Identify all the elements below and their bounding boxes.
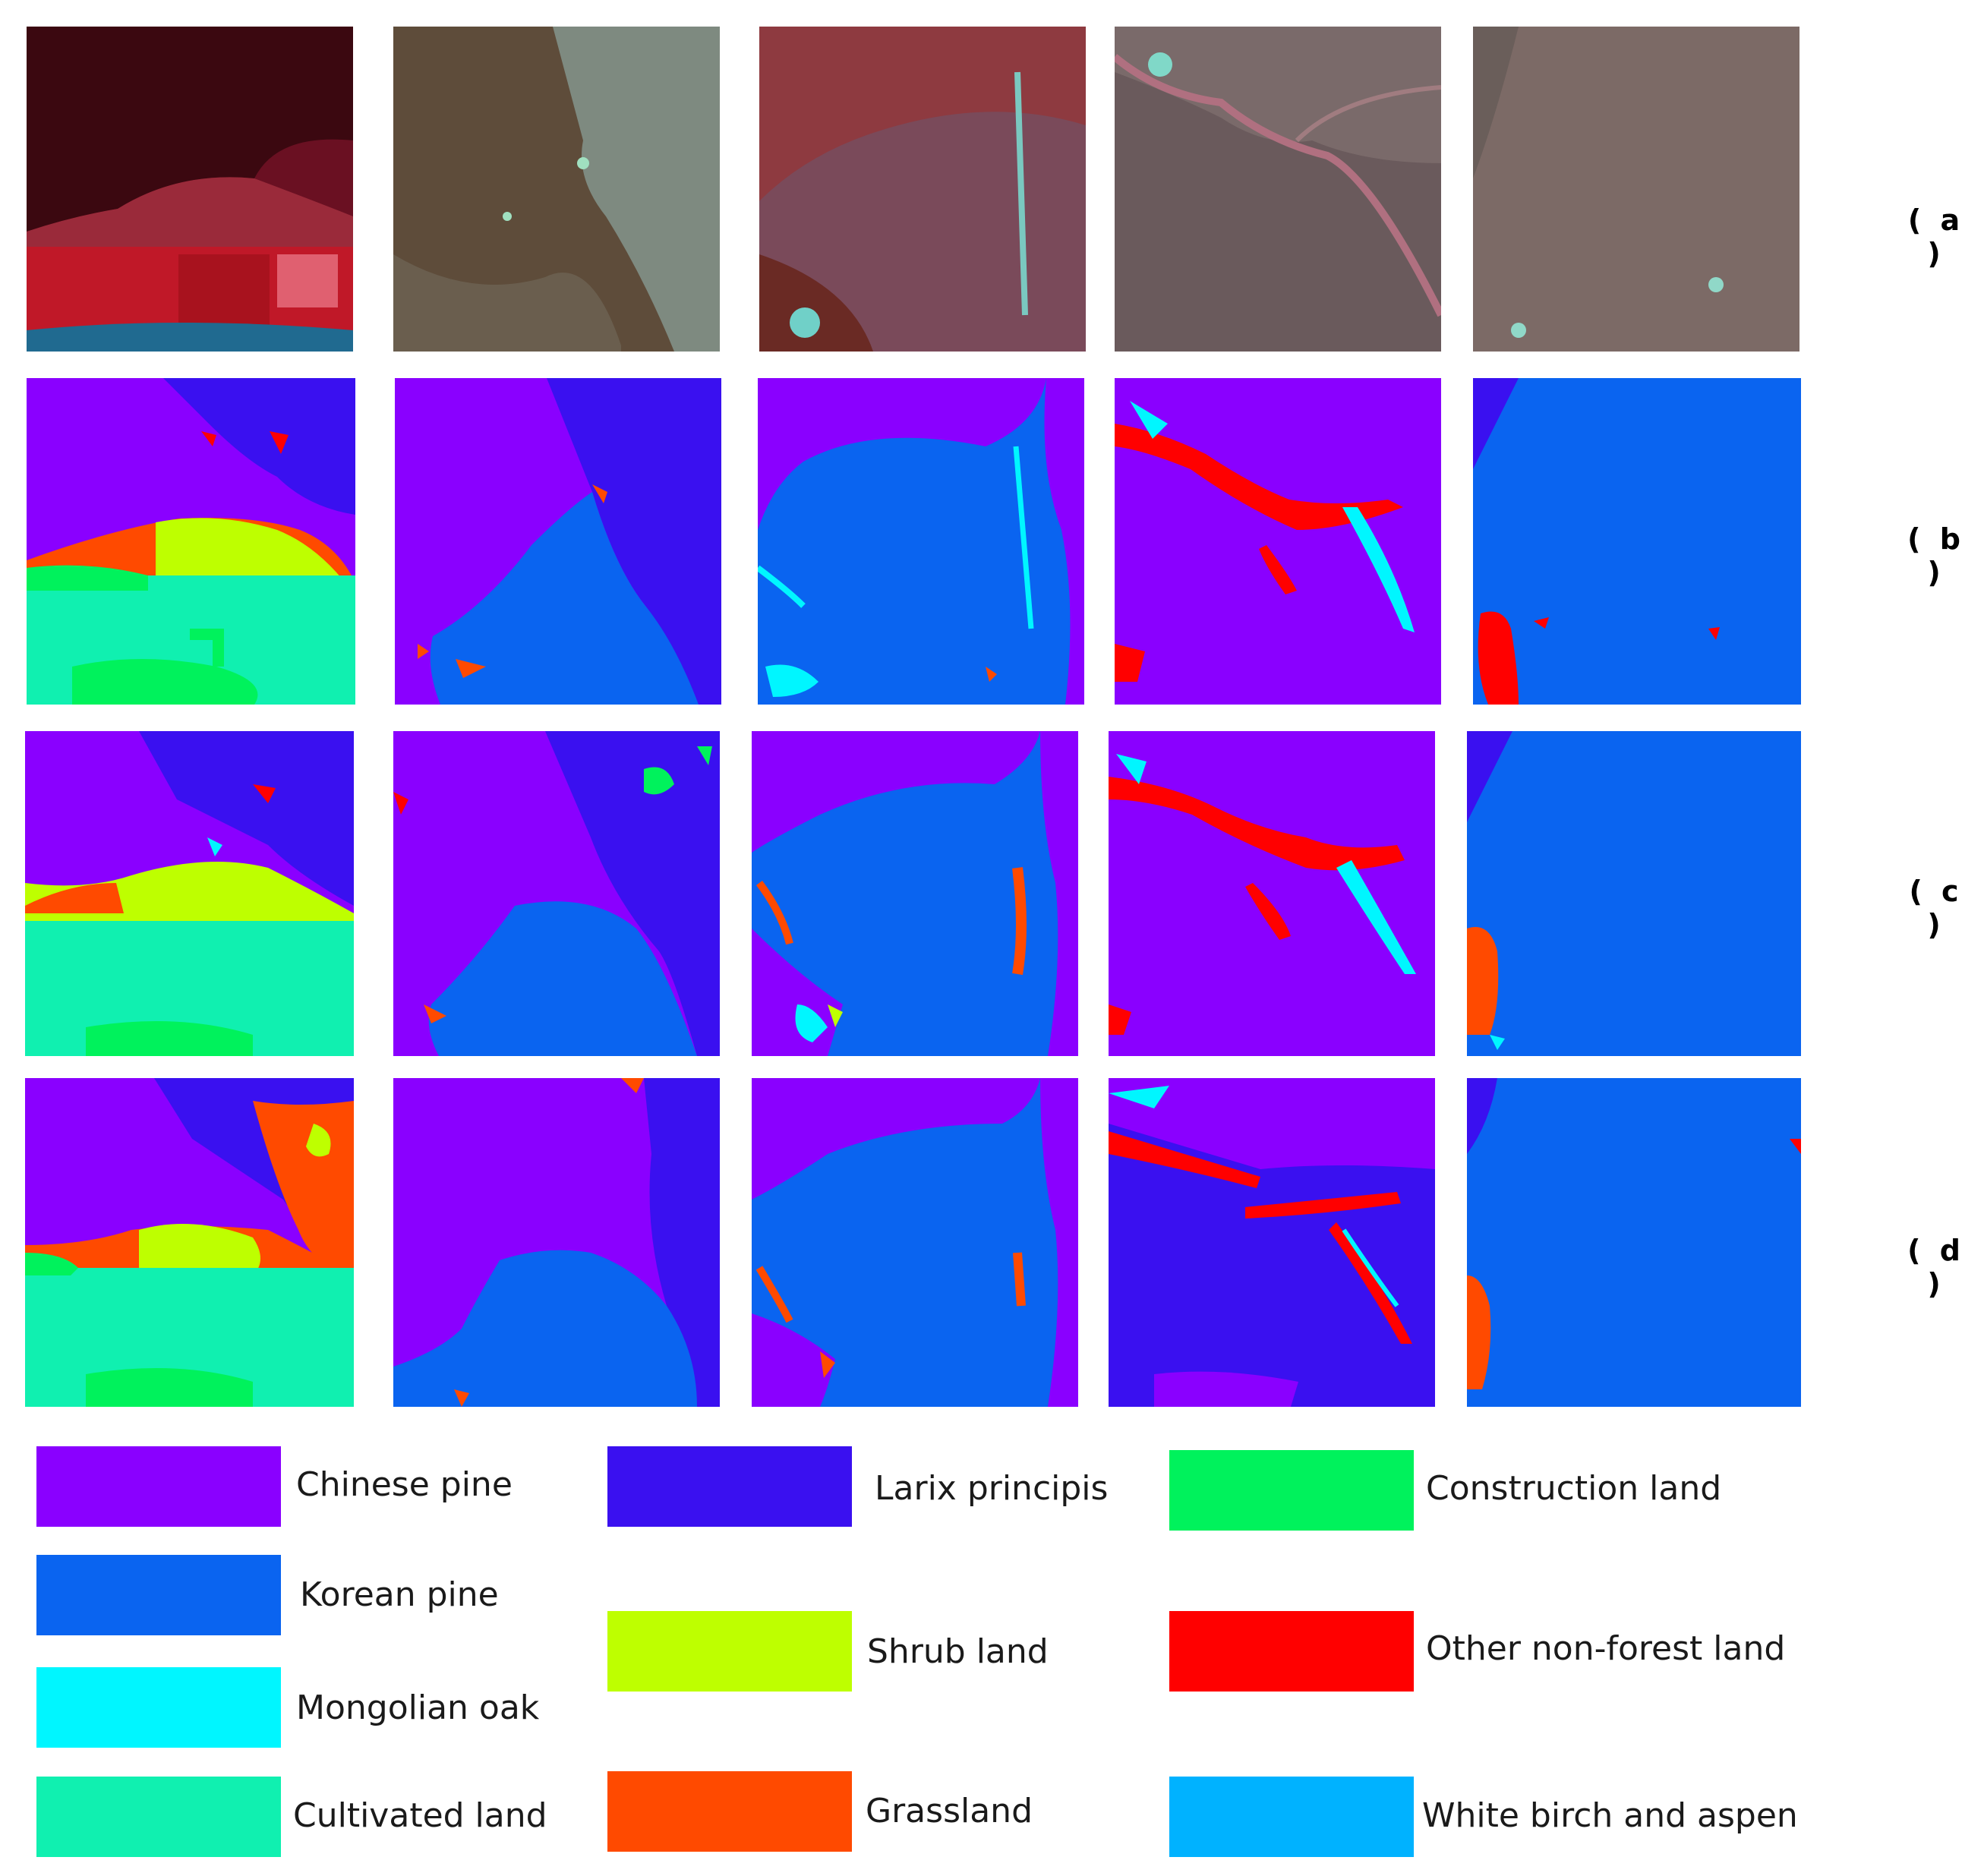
row-label-d: ( d ) [1907, 1234, 1965, 1301]
legend-label-chinese-pine: Chinese pine [296, 1465, 513, 1504]
classification-map-c1 [25, 731, 354, 1056]
legend-swatch-construction-land [1169, 1450, 1414, 1531]
satellite-image-5 [1473, 27, 1799, 352]
satellite-image-4 [1115, 27, 1441, 352]
legend-label-white-birch-and-aspen: White birch and aspen [1422, 1796, 1798, 1835]
legend-label-other-non-forest-land: Other non-forest land [1426, 1629, 1786, 1668]
classification-map-b1 [27, 378, 355, 705]
legend-swatch-larix-principis [607, 1446, 852, 1527]
classification-map-d3 [752, 1078, 1078, 1407]
legend-swatch-korean-pine [36, 1555, 281, 1635]
classification-map-d1 [25, 1078, 354, 1407]
row-label-c: ( c ) [1909, 875, 1963, 941]
classification-map-d2 [393, 1078, 720, 1407]
classification-map-d4 [1109, 1078, 1435, 1407]
classification-map-b4 [1115, 378, 1441, 705]
legend-swatch-mongolian-oak [36, 1667, 281, 1748]
row-label-a: ( a ) [1907, 203, 1965, 270]
legend-label-korean-pine: Korean pine [300, 1575, 499, 1614]
legend-swatch-shrub-land [607, 1611, 852, 1692]
satellite-image-3 [759, 27, 1086, 352]
classification-map-b5 [1473, 378, 1801, 705]
classification-map-c4 [1109, 731, 1435, 1056]
classification-map-c3 [752, 731, 1078, 1056]
legend-label-mongolian-oak: Mongolian oak [296, 1688, 540, 1727]
legend-label-construction-land: Construction land [1426, 1469, 1722, 1508]
legend-swatch-other-non-forest-land [1169, 1611, 1414, 1692]
legend-label-larix-principis: Larix principis [875, 1469, 1109, 1508]
satellite-image-1 [27, 27, 353, 352]
satellite-image-2 [393, 27, 720, 352]
row-label-b: ( b ) [1907, 522, 1965, 589]
legend-label-grassland: Grassland [866, 1792, 1033, 1830]
classification-map-d5 [1467, 1078, 1801, 1407]
classification-map-c5 [1467, 731, 1801, 1056]
classification-map-b3 [758, 378, 1084, 705]
legend-label-shrub-land: Shrub land [867, 1632, 1049, 1671]
legend-label-cultivated-land: Cultivated land [293, 1796, 547, 1835]
classification-map-c2 [393, 731, 720, 1056]
legend-swatch-chinese-pine [36, 1446, 281, 1527]
legend-swatch-grassland [607, 1771, 852, 1852]
classification-map-b2 [395, 378, 721, 705]
legend-swatch-cultivated-land [36, 1777, 281, 1857]
legend-swatch-white-birch-and-aspen [1169, 1777, 1414, 1857]
